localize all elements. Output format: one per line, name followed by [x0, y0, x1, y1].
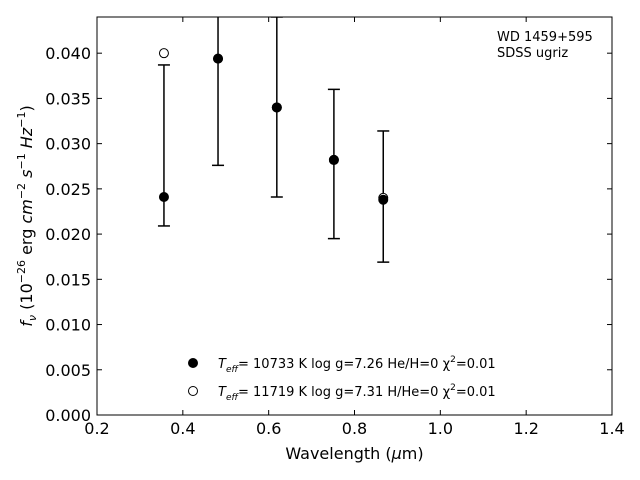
- x-axis: 0.2 0.4 0.6 0.8 1.0 1.2 1.4: [84, 17, 625, 438]
- filled-circle-point: [158, 192, 169, 203]
- x-tick-label: 1.2: [513, 419, 538, 438]
- data-marks: [157, 17, 390, 263]
- legend-entry-2: Teff= 11719 K log g=7.31 H/He=0 χ2=0.01: [218, 383, 496, 403]
- y-tick-label: 0.040: [45, 44, 91, 63]
- annotation-line-2: SDSS ugriz: [497, 46, 568, 61]
- y-tick-label: 0.025: [45, 180, 91, 199]
- open-circle-point: [158, 48, 169, 59]
- filled-circle-point: [328, 154, 339, 165]
- annotation-line-1: WD 1459+595: [497, 30, 593, 45]
- legend-marker-filled: [188, 358, 198, 368]
- filled-circle-point: [271, 102, 282, 113]
- y-tick-label: 0.015: [45, 270, 91, 289]
- svg-text:fν (10−26 erg cm−2 s−1 Hz−1): fν (10−26 erg cm−2 s−1 Hz−1): [15, 105, 39, 326]
- y-tick-label: 0.005: [45, 361, 91, 380]
- legend-marker-open: [188, 386, 198, 396]
- x-tick-label: 1.4: [599, 419, 624, 438]
- y-tick-label: 0.035: [45, 89, 91, 108]
- y-tick-label: 0.030: [45, 135, 91, 154]
- y-tick-label: 0.020: [45, 225, 91, 244]
- plot-frame: [96, 16, 613, 416]
- x-tick-label: 0.4: [170, 419, 195, 438]
- legend: Teff= 10733 K log g=7.26 He/H=0 χ2=0.01 …: [188, 355, 496, 403]
- filled-circle-point: [378, 194, 389, 205]
- y-tick-label: 0.010: [45, 316, 91, 335]
- x-axis-title: Wavelength (μm): [285, 444, 423, 463]
- x-tick-label: 0.6: [256, 419, 281, 438]
- legend-entry-1: Teff= 10733 K log g=7.26 He/H=0 χ2=0.01: [218, 355, 496, 375]
- filled-circle-point: [213, 53, 224, 64]
- x-tick-label: 1.0: [428, 419, 453, 438]
- y-axis: 0.000 0.005 0.010 0.015 0.020 0.025 0.030 0.035…: [45, 44, 612, 425]
- y-tick-label: 0.000: [45, 406, 91, 425]
- y-axis-title: fν (10−26 erg cm−2 s−1 Hz−1): [15, 105, 39, 326]
- x-tick-label: 0.8: [342, 419, 367, 438]
- x-tick-label: 0.2: [84, 419, 109, 438]
